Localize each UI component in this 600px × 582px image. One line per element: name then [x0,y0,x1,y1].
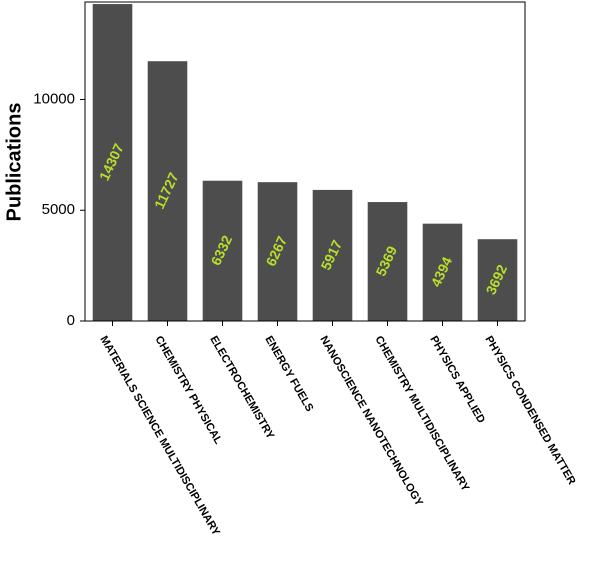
x-tick-label: PHYSICS APPLIED [427,334,487,425]
bar [477,239,518,321]
x-tick-label: NANOSCIENCE NANOTECHNOLOGY [317,334,425,509]
bar [92,4,133,321]
x-tick-label: MATERIALS SCIENCE MULTIDISCIPLINARY [97,334,222,538]
plot-frame [84,1,526,322]
x-tick-label: ENERGY FUELS [262,334,315,414]
y-tick-label: 0 [67,312,75,329]
y-tick-label: 5000 [42,201,75,218]
bar [367,202,408,321]
bar [257,182,298,321]
x-tick-label: ELECTROCHEMISTRY [207,334,276,442]
x-tick-label: CHEMISTRY MULTIDISCIPLINARY [372,334,471,494]
y-tick-label: 10000 [33,90,75,107]
y-axis-label: Publications [3,103,25,222]
bar [422,223,463,321]
bar [147,61,188,321]
bar [312,189,353,321]
x-tick-label: PHYSICS CONDENSED MATTER [482,334,577,487]
bar [202,180,243,321]
